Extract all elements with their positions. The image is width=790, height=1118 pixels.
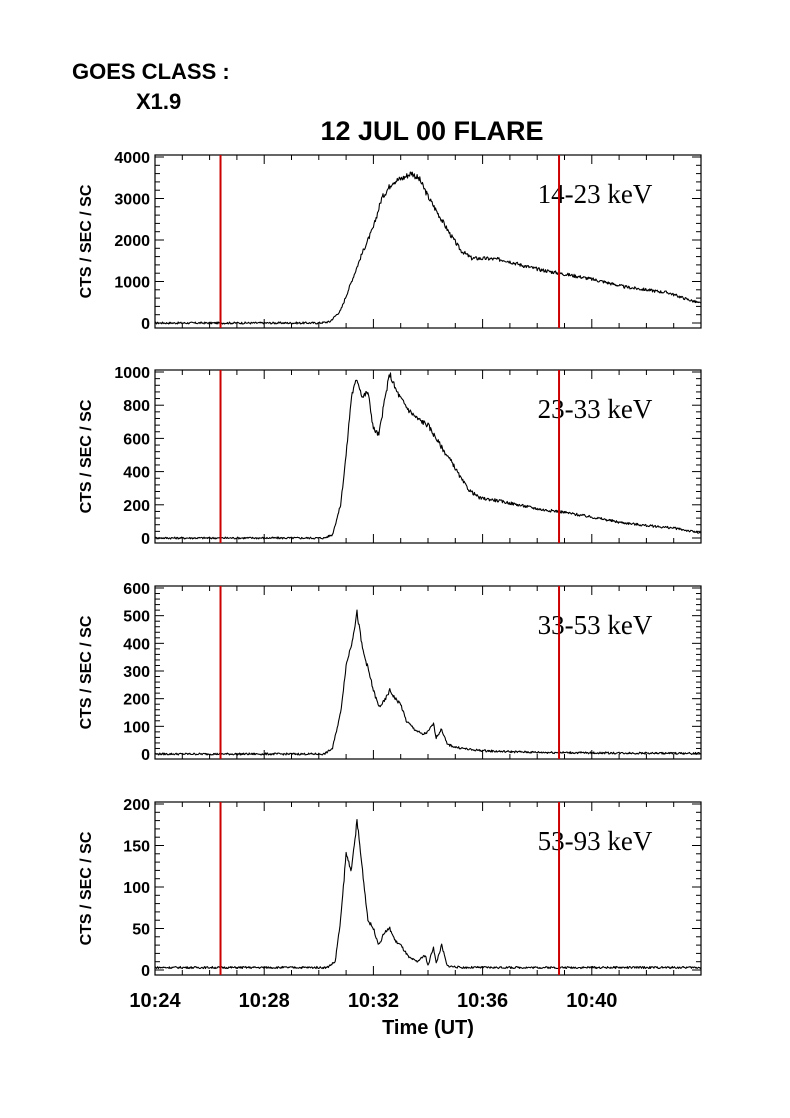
y-tick-label: 0: [141, 963, 150, 980]
y-tick-label: 1000: [114, 365, 150, 382]
goes-class-value: X1.9: [136, 89, 181, 114]
x-tick-label: 10:36: [457, 990, 508, 1012]
y-tick-label: 50: [132, 922, 150, 939]
energy-band-label: 33-53 keV: [538, 610, 653, 640]
y-tick-label: 100: [123, 880, 150, 897]
y-tick-label: 800: [123, 398, 150, 415]
x-axis-tick-labels: 10:24 10:28 10:32 10:36 10:40: [129, 990, 617, 1012]
energy-band-label: 14-23 keV: [538, 179, 653, 209]
y-tick-label: 100: [123, 719, 150, 736]
y-tick-label: 500: [123, 609, 150, 626]
y-axis-title: CTS / SEC / SC: [78, 831, 95, 945]
y-tick-label: 0: [141, 747, 150, 764]
light-curve-line: [154, 609, 702, 756]
y-tick-label: 150: [123, 839, 150, 856]
y-tick-label: 0: [141, 316, 150, 333]
y-tick-label: 0: [141, 531, 150, 548]
panel-1: 0 200 400 600 800 1000 CTS / SEC / SC 23-33 keV: [78, 365, 702, 548]
y-tick-label: 3000: [114, 192, 150, 209]
goes-class-label: GOES CLASS :: [72, 59, 230, 84]
x-tick-label: 10:28: [239, 990, 290, 1012]
panel-3: 0 50 100 150 200 CTS / SEC / SC 53-93 keV: [78, 797, 702, 980]
panel-0: 0 1000 2000 3000 4000 CTS / SEC / SC 14-23 keV: [78, 150, 702, 333]
y-tick-label: 200: [123, 498, 150, 515]
y-tick-label: 4000: [114, 150, 150, 167]
x-tick-label: 10:24: [129, 990, 181, 1012]
y-axis-title: CTS / SEC / SC: [78, 184, 95, 298]
light-curve-line: [155, 171, 702, 325]
y-tick-label: 400: [123, 465, 150, 482]
x-axis-title: Time (UT): [382, 1017, 474, 1039]
y-tick-label: 200: [123, 692, 150, 709]
energy-band-label: 23-33 keV: [538, 394, 653, 424]
x-tick-label: 10:40: [566, 990, 617, 1012]
y-tick-label: 600: [123, 431, 150, 448]
light-curve-line: [154, 372, 702, 540]
y-tick-label: 600: [123, 581, 150, 598]
panel-2: 0 100 200 300 400 500 600 CTS / SEC / SC 33-53 k…: [78, 581, 702, 764]
y-tick-label: 400: [123, 636, 150, 653]
x-tick-label: 10:32: [348, 990, 399, 1012]
y-axis-title: CTS / SEC / SC: [78, 615, 95, 729]
y-tick-label: 2000: [114, 233, 150, 250]
y-tick-label: 1000: [114, 275, 150, 292]
y-axis-title: CTS / SEC / SC: [78, 399, 95, 513]
energy-band-label: 53-93 keV: [538, 826, 653, 856]
y-tick-label: 300: [123, 664, 150, 681]
chart-title: 12 JUL 00 FLARE: [320, 116, 543, 146]
y-tick-label: 200: [123, 797, 150, 814]
light-curve-line: [154, 818, 702, 970]
